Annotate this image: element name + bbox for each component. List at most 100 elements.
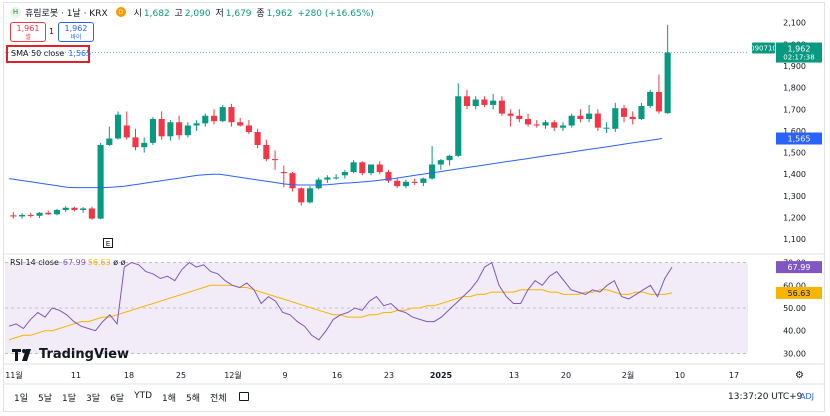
settings-icon[interactable]: ⚙ <box>795 370 804 381</box>
candle-body-27 <box>245 125 252 132</box>
timeframe-5[interactable]: YTD <box>134 391 153 401</box>
timeframe-8[interactable]: 전체 <box>210 394 227 404</box>
time-tick-2: 18 <box>124 371 134 380</box>
rsi-legend[interactable]: RSI 14 close 67.99 56.63 ø ø <box>10 258 126 267</box>
timeframe-7[interactable]: 5해 <box>186 394 201 404</box>
open-label: 시 <box>133 8 142 19</box>
candle-body-22 <box>202 115 209 124</box>
candle-body-63 <box>559 125 567 128</box>
candle-body-14 <box>132 137 139 148</box>
price-tick-7: 1,400 <box>783 170 806 179</box>
candle-body-4 <box>45 212 52 215</box>
candle-body-38 <box>341 172 348 176</box>
candle-body-35 <box>315 179 322 189</box>
candle-body-45 <box>402 181 409 187</box>
candle-body-19 <box>176 122 183 136</box>
chart-frame <box>3 2 825 412</box>
timeframe-bar: 1일 5날 1달 3달 6달 YTD 1해 5해 전체 <box>14 391 259 404</box>
candle-body-59 <box>525 119 532 125</box>
candle-body-50 <box>446 155 453 161</box>
price-tag: 1,962 <box>788 45 811 54</box>
candle-body-64 <box>568 115 575 126</box>
candle-body-57 <box>507 113 514 116</box>
timeframe-2[interactable]: 1달 <box>62 394 77 404</box>
candle-body-61 <box>542 122 549 126</box>
d-badge: D <box>115 7 126 17</box>
time-tick-8: 2025 <box>430 371 453 380</box>
timeframe-3[interactable]: 3달 <box>86 394 101 404</box>
tradingview-logo[interactable]: TradingView <box>12 347 129 362</box>
earnings-marker[interactable]: E <box>103 238 113 248</box>
candle-body-7 <box>71 207 78 210</box>
candle-body-13 <box>123 125 130 138</box>
candle-body-47 <box>420 178 427 183</box>
rsi-tag-bg <box>776 261 822 274</box>
candle-body-6 <box>62 207 69 210</box>
symbol-title[interactable]: 휴림로봇 · 1날 · KRX <box>25 8 108 19</box>
candle-body-43 <box>385 172 392 181</box>
candle-body-71 <box>629 116 636 120</box>
low-value: 1,679 <box>225 8 252 19</box>
symbol-header: H 휴림로봇 · 1날 · KRX D 시 1,682 고 2,090 저 1,679… <box>10 4 376 20</box>
low-label: 저 <box>215 8 224 19</box>
candle-body-60 <box>533 124 540 126</box>
close-value: 1,962 <box>266 8 293 19</box>
candle-body-33 <box>298 188 305 203</box>
candle-body-70 <box>620 108 628 117</box>
sma-legend[interactable]: SMA 50 close 1,565 <box>6 45 91 63</box>
price-tick-9: 1,200 <box>783 214 806 223</box>
timeframe-0[interactable]: 1일 <box>14 394 29 404</box>
candle-body-9 <box>88 208 95 219</box>
rsi-legend-label: RSI 14 close <box>10 258 59 267</box>
candle-body-3 <box>36 212 43 216</box>
price-pane[interactable] <box>5 24 748 220</box>
adj-toggle[interactable]: ADJ <box>800 392 814 401</box>
time-tick-5: 9 <box>282 371 287 380</box>
candle-body-34 <box>306 188 314 203</box>
spread-value: 1 <box>49 27 55 36</box>
time-tick-3: 25 <box>176 371 186 380</box>
candle-body-53 <box>472 99 479 107</box>
candle-body-15 <box>141 142 148 148</box>
sma-legend-label: SMA 50 close <box>11 49 65 58</box>
sma50-line <box>8 138 663 189</box>
timeframe-4[interactable]: 6달 <box>110 394 125 404</box>
rsi-ma-tag: 56.63 <box>788 289 811 298</box>
candle-body-73 <box>647 91 654 107</box>
buy-button[interactable]: 1,962 바이 <box>58 22 94 42</box>
ohlc-readout: 시 1,682 고 2,090 저 1,679 종 1,962 +280 (+16.65… <box>134 6 376 19</box>
candle-body-40 <box>359 162 366 174</box>
axes: 2,1002,0001,9001,8001,7001,6001,5001,400… <box>4 19 824 385</box>
candle-body-1 <box>19 214 26 217</box>
candle-body-0 <box>10 215 17 217</box>
rsi-tag: 67.99 <box>788 263 811 272</box>
candle-body-17 <box>158 119 165 137</box>
buy-price: 1,962 <box>64 24 88 33</box>
price-tick-4: 1,700 <box>783 105 806 114</box>
candle-body-37 <box>333 177 340 179</box>
rsi-line <box>8 261 673 341</box>
candle-body-36 <box>324 177 331 180</box>
sell-button[interactable]: 1,961 셀 <box>10 22 46 42</box>
candle-body-10 <box>97 144 104 219</box>
time-display[interactable]: 13:37:20 UTC+9 <box>728 392 803 402</box>
price-tick-2: 1,900 <box>783 62 806 71</box>
tradingview-logo-icon <box>12 348 31 361</box>
time-tick-10: 20 <box>561 371 571 380</box>
candle-body-72 <box>638 106 645 120</box>
rsi-legend-extra: ø ø <box>113 258 126 267</box>
time-tick-9: 13 <box>509 371 519 380</box>
timeframe-6[interactable]: 1해 <box>162 394 177 404</box>
calendar-icon[interactable] <box>238 392 249 401</box>
rsi-tick-4: 30.00 <box>783 349 806 358</box>
high-label: 고 <box>174 8 183 19</box>
open-value: 1,682 <box>143 8 170 19</box>
rsi-ma-tag-bg <box>776 286 822 299</box>
rsi-pane[interactable] <box>5 261 748 354</box>
rsi-tick-2: 50.00 <box>783 304 806 313</box>
sma-tag: 1,565 <box>788 134 811 143</box>
price-tag-bg <box>776 42 822 63</box>
candle-body-39 <box>350 162 357 173</box>
timeframe-1[interactable]: 5날 <box>38 394 53 404</box>
